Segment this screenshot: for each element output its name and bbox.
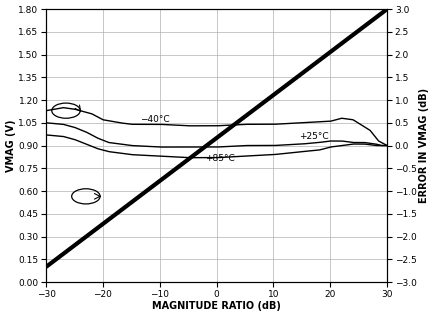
- Text: +85°C: +85°C: [205, 154, 234, 163]
- Y-axis label: VMAG (V): VMAG (V): [6, 119, 16, 172]
- Text: +25°C: +25°C: [298, 133, 328, 141]
- Text: −40°C: −40°C: [140, 115, 169, 124]
- Y-axis label: ERROR IN VMAG (dB): ERROR IN VMAG (dB): [418, 88, 428, 203]
- X-axis label: MAGNITUDE RATIO (dB): MAGNITUDE RATIO (dB): [152, 301, 280, 311]
